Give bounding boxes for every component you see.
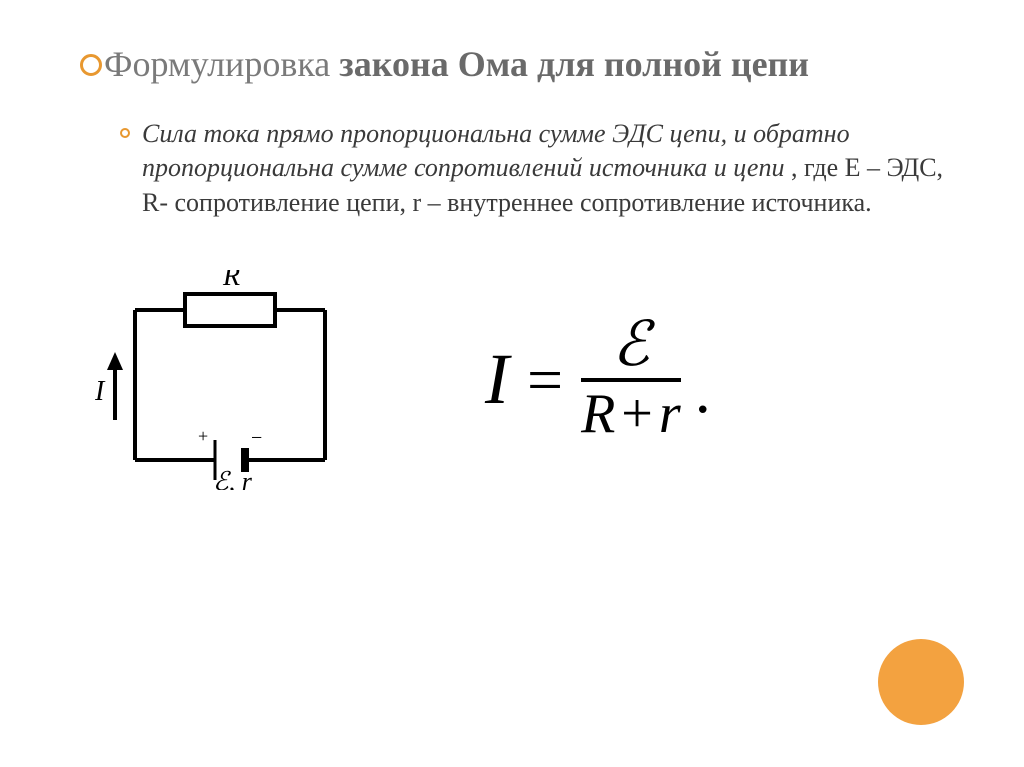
accent-circle [878,639,964,725]
resistor-label: R [222,270,240,292]
formula-dot: . [695,354,711,446]
body-text: Сила тока прямо пропорциональна сумме ЭД… [142,117,944,220]
emf-label: ℰ, r [213,467,253,490]
plus-label: + [198,426,208,446]
formula: I = ℰ R+r . [485,314,711,446]
circuit-diagram: R I + − ℰ, r [95,270,345,490]
title-part2: закона Ома для полной цепи [339,44,809,84]
title-row: Формулировка закона Ома для полной цепи [80,42,944,87]
den-r: r [659,383,681,445]
body-row: Сила тока прямо пропорциональна сумме ЭД… [120,117,944,220]
den-R: R [581,383,615,445]
current-label: I [95,376,106,407]
formula-denominator: R+r [581,382,681,446]
title-part1: Формулировка [104,44,339,84]
den-plus: + [615,383,659,445]
formula-I: I [485,338,509,421]
minus-label: − [251,427,262,449]
slide-title: Формулировка закона Ома для полной цепи [102,42,809,87]
formula-numerator: ℰ [596,314,666,378]
figure-row: R I + − ℰ, r I = ℰ R+r . [80,270,944,490]
formula-eq: = [527,343,563,417]
body-bullet [120,128,130,138]
title-bullet-ring [80,54,102,76]
body-italic: Сила тока прямо пропорциональна сумме ЭД… [142,119,850,182]
formula-fraction: ℰ R+r [581,314,681,446]
